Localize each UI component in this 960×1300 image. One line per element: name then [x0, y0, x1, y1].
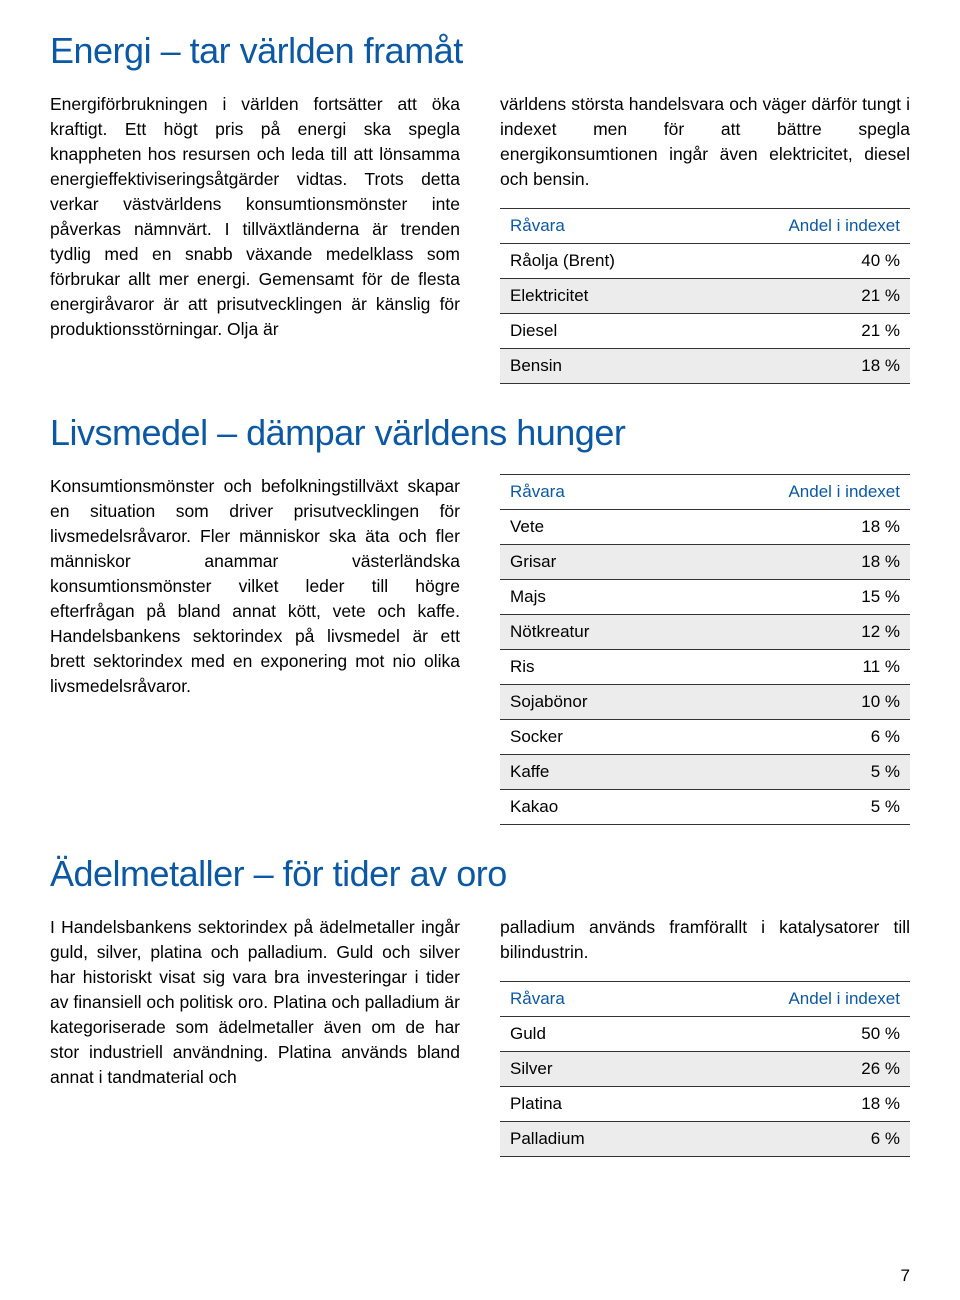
table-row: Majs15 % — [500, 580, 910, 615]
table-header-right: Andel i indexet — [700, 209, 910, 244]
table-row: Palladium6 % — [500, 1122, 910, 1157]
table-cell-name: Nötkreatur — [500, 615, 676, 650]
column-right: RåvaraAndel i indexetVete18 %Grisar18 %M… — [500, 474, 910, 825]
table-cell-name: Guld — [500, 1017, 672, 1052]
data-table: RåvaraAndel i indexetRåolja (Brent)40 %E… — [500, 208, 910, 384]
section: Energi – tar världen framåt Energiförbruk… — [50, 30, 910, 384]
body-text: palladium används framförallt i katalysa… — [500, 915, 910, 965]
table-header-right: Andel i indexet — [672, 982, 910, 1017]
table-cell-value: 5 % — [676, 790, 910, 825]
table-cell-value: 18 % — [676, 510, 910, 545]
column-right: palladium används framförallt i katalysa… — [500, 915, 910, 1157]
table-cell-name: Råolja (Brent) — [500, 244, 700, 279]
table-cell-value: 40 % — [700, 244, 910, 279]
table-header-left: Råvara — [500, 982, 672, 1017]
table-cell-value: 50 % — [672, 1017, 910, 1052]
table-cell-value: 26 % — [672, 1052, 910, 1087]
table-cell-value: 11 % — [676, 650, 910, 685]
table-cell-name: Bensin — [500, 349, 700, 384]
table-row: Nötkreatur12 % — [500, 615, 910, 650]
table-cell-value: 21 % — [700, 279, 910, 314]
table-header-left: Råvara — [500, 475, 676, 510]
table-cell-name: Grisar — [500, 545, 676, 580]
data-table: RåvaraAndel i indexetGuld50 %Silver26 %P… — [500, 981, 910, 1157]
table-cell-value: 18 % — [700, 349, 910, 384]
section-title: Livsmedel – dämpar världens hunger — [50, 412, 910, 454]
columns: Energiförbrukningen i världen fortsätter… — [50, 92, 910, 384]
table-header-left: Råvara — [500, 209, 700, 244]
table-row: Elektricitet21 % — [500, 279, 910, 314]
table-cell-name: Palladium — [500, 1122, 672, 1157]
table-cell-name: Ris — [500, 650, 676, 685]
table-cell-value: 6 % — [676, 720, 910, 755]
section: Livsmedel – dämpar världens hunger Konsum… — [50, 412, 910, 825]
table-cell-name: Diesel — [500, 314, 700, 349]
table-row: Råolja (Brent)40 % — [500, 244, 910, 279]
table-header-right: Andel i indexet — [676, 475, 910, 510]
column-left: Energiförbrukningen i världen fortsätter… — [50, 92, 460, 384]
table-row: Diesel21 % — [500, 314, 910, 349]
table-cell-name: Kakao — [500, 790, 676, 825]
column-right: världens största handelsvara och väger d… — [500, 92, 910, 384]
table-row: Kakao5 % — [500, 790, 910, 825]
table-cell-value: 10 % — [676, 685, 910, 720]
table-cell-name: Kaffe — [500, 755, 676, 790]
table-row: Guld50 % — [500, 1017, 910, 1052]
table-cell-value: 12 % — [676, 615, 910, 650]
table-cell-name: Vete — [500, 510, 676, 545]
table-cell-value: 18 % — [672, 1087, 910, 1122]
section: Ädelmetaller – för tider av oro I Handels… — [50, 853, 910, 1157]
table-row: Grisar18 % — [500, 545, 910, 580]
columns: Konsumtionsmönster och befolkningstillvä… — [50, 474, 910, 825]
table-cell-value: 6 % — [672, 1122, 910, 1157]
body-text: världens största handelsvara och väger d… — [500, 92, 910, 192]
columns: I Handelsbankens sektorindex på ädel­met… — [50, 915, 910, 1157]
table-cell-name: Socker — [500, 720, 676, 755]
table-cell-value: 5 % — [676, 755, 910, 790]
table-cell-name: Majs — [500, 580, 676, 615]
page-number: 7 — [901, 1266, 910, 1286]
column-left: I Handelsbankens sektorindex på ädel­met… — [50, 915, 460, 1157]
body-text: Energiförbrukningen i världen fortsätter… — [50, 92, 460, 342]
table-cell-name: Platina — [500, 1087, 672, 1122]
table-row: Platina18 % — [500, 1087, 910, 1122]
table-cell-name: Sojabönor — [500, 685, 676, 720]
table-row: Kaffe5 % — [500, 755, 910, 790]
table-cell-name: Elektricitet — [500, 279, 700, 314]
table-row: Vete18 % — [500, 510, 910, 545]
table-row: Bensin18 % — [500, 349, 910, 384]
section-title: Energi – tar världen framåt — [50, 30, 910, 72]
table-cell-value: 15 % — [676, 580, 910, 615]
table-row: Socker6 % — [500, 720, 910, 755]
body-text: Konsumtionsmönster och befolkningstillvä… — [50, 474, 460, 699]
column-left: Konsumtionsmönster och befolkningstillvä… — [50, 474, 460, 825]
section-title: Ädelmetaller – för tider av oro — [50, 853, 910, 895]
table-row: Silver26 % — [500, 1052, 910, 1087]
table-cell-value: 21 % — [700, 314, 910, 349]
table-cell-name: Silver — [500, 1052, 672, 1087]
data-table: RåvaraAndel i indexetVete18 %Grisar18 %M… — [500, 474, 910, 825]
table-row: Ris11 % — [500, 650, 910, 685]
body-text: I Handelsbankens sektorindex på ädel­met… — [50, 915, 460, 1090]
table-cell-value: 18 % — [676, 545, 910, 580]
table-row: Sojabönor10 % — [500, 685, 910, 720]
